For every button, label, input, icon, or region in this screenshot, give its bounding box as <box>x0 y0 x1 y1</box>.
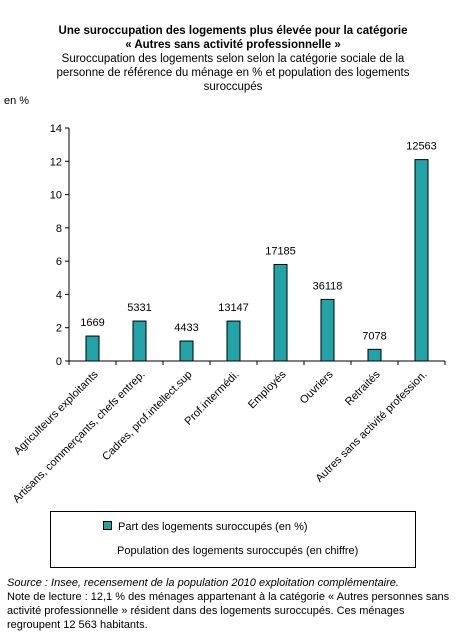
x-category-label: Agriculteurs exploitants <box>12 368 101 457</box>
source-note: Source : Insee, recensement de la popula… <box>7 577 399 589</box>
bar-data-label: 1669 <box>80 317 104 329</box>
reading-note-line-3: regroupent 12 563 habitants. <box>7 619 148 631</box>
y-tick-label: 10 <box>50 190 62 202</box>
y-tick-label: 14 <box>50 123 62 135</box>
y-axis-unit-label: en % <box>4 95 29 107</box>
legend: Part des logements suroccupés (en %) Pop… <box>50 511 416 568</box>
legend-entry-population: Population des logements suroccupés (en … <box>117 545 358 557</box>
chart-title-block: Une suroccupation des logements plus éle… <box>0 24 466 94</box>
bar <box>367 348 382 362</box>
bar-data-label: 12563 <box>406 141 437 153</box>
legend-label-part: Part des logements suroccupés (en %) <box>118 521 308 533</box>
y-tick-label: 6 <box>56 256 62 268</box>
legend-swatch <box>103 521 112 530</box>
bar-data-label: 4433 <box>174 322 198 334</box>
bar <box>85 335 100 362</box>
reading-note-line-2: activité professionnelle » résident dans… <box>7 605 405 617</box>
legend-entry-part: Part des logements suroccupés (en %) <box>103 521 308 533</box>
legend-label-population: Population des logements suroccupés (en … <box>117 545 359 557</box>
bar-data-label: 5331 <box>127 302 151 314</box>
bar <box>132 320 147 362</box>
bar <box>273 263 288 362</box>
y-tick-label: 0 <box>56 356 62 368</box>
bar <box>414 159 429 362</box>
x-category-label: Employés <box>246 368 289 411</box>
bar-data-label: 13147 <box>218 302 249 314</box>
footer-notes: Source : Insee, recensement de la popula… <box>7 576 462 632</box>
bar-chart: en % 0 2 4 6 8 10 12 14 1669 Agriculteurs exploita… <box>4 95 446 506</box>
reading-note-line-1: Note de lecture : 12,1 % des ménages app… <box>7 591 450 603</box>
y-tick-label: 2 <box>56 323 62 335</box>
x-category-label: Ouvriers <box>298 368 336 406</box>
chart-title-line-1: Une suroccupation des logements plus éle… <box>58 25 408 37</box>
bar <box>226 320 241 362</box>
y-tick-label: 8 <box>56 223 62 235</box>
x-category-label: Cadres, prof.intellect.sup <box>100 369 195 464</box>
bar <box>320 298 335 362</box>
chart-title-line-2: « Autres sans activité professionnelle » <box>125 39 341 51</box>
y-tick-label: 12 <box>50 156 62 168</box>
y-tick-label: 4 <box>56 289 62 301</box>
chart-subtitle-line-2: personne de référence du ménage en % et … <box>56 67 410 79</box>
bar-data-label: 36118 <box>313 280 343 292</box>
chart-subtitle-line-3: suroccupés <box>203 81 263 93</box>
x-category-label: Retraités <box>343 368 383 408</box>
chart-subtitle-line-1: Suroccupation des logements selon selon … <box>61 53 405 65</box>
bar <box>179 340 194 362</box>
bar-data-label: 17185 <box>265 245 296 257</box>
bar-data-label: 7078 <box>362 330 386 342</box>
